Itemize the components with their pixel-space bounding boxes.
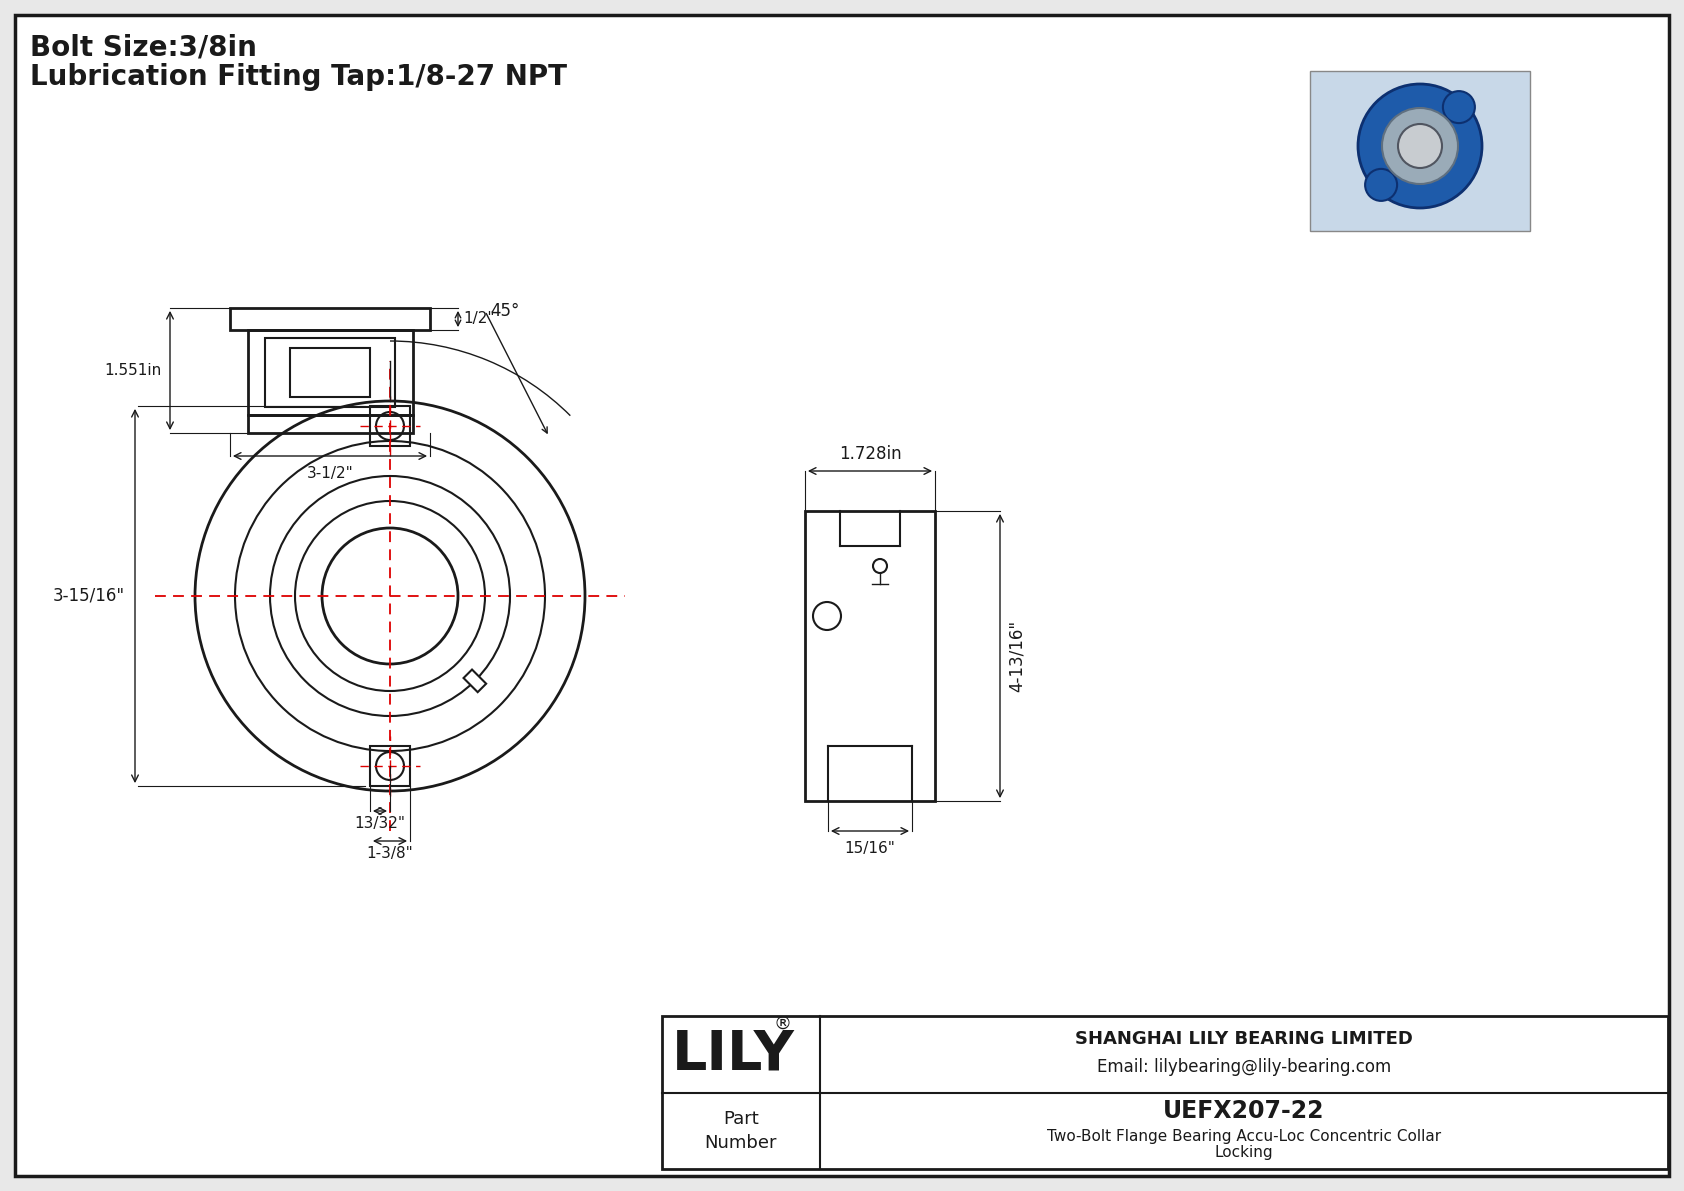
- Circle shape: [1366, 169, 1398, 201]
- Text: Two-Bolt Flange Bearing Accu-Loc Concentric Collar: Two-Bolt Flange Bearing Accu-Loc Concent…: [1047, 1129, 1442, 1143]
- Text: Email: lilybearing@lily-bearing.com: Email: lilybearing@lily-bearing.com: [1096, 1058, 1391, 1075]
- Circle shape: [1383, 108, 1458, 183]
- Circle shape: [1357, 85, 1482, 208]
- Text: SHANGHAI LILY BEARING LIMITED: SHANGHAI LILY BEARING LIMITED: [1074, 1029, 1413, 1048]
- Text: Part
Number: Part Number: [704, 1110, 778, 1153]
- Text: Locking: Locking: [1214, 1146, 1273, 1160]
- Bar: [662, 1016, 1667, 1170]
- Text: UEFX207-22: UEFX207-22: [1164, 1099, 1325, 1123]
- Bar: [805, 511, 935, 802]
- Polygon shape: [463, 669, 487, 692]
- Bar: [248, 414, 413, 434]
- Text: 1.551in: 1.551in: [104, 363, 162, 378]
- Bar: [370, 406, 409, 445]
- Text: 3-1/2": 3-1/2": [306, 466, 354, 481]
- Text: 13/32": 13/32": [355, 816, 406, 831]
- Circle shape: [1443, 91, 1475, 123]
- Text: 45°: 45°: [490, 303, 519, 320]
- Text: 3-15/16": 3-15/16": [52, 587, 125, 605]
- Text: 1.728in: 1.728in: [839, 445, 901, 463]
- Text: Bolt Size:3/8in: Bolt Size:3/8in: [30, 33, 258, 61]
- Bar: [231, 308, 429, 330]
- Bar: [264, 338, 396, 407]
- Bar: [1310, 71, 1531, 231]
- Text: ®: ®: [773, 1015, 791, 1033]
- Text: 1/2": 1/2": [463, 312, 495, 326]
- Text: 1-3/8": 1-3/8": [367, 846, 413, 861]
- Circle shape: [1398, 124, 1442, 168]
- Text: 4-13/16": 4-13/16": [1009, 621, 1026, 692]
- Bar: [248, 330, 413, 414]
- Text: Lubrication Fitting Tap:1/8-27 NPT: Lubrication Fitting Tap:1/8-27 NPT: [30, 63, 568, 91]
- Bar: [370, 746, 409, 786]
- Text: 15/16": 15/16": [845, 841, 896, 856]
- Text: LILY: LILY: [672, 1028, 795, 1081]
- Bar: [290, 348, 370, 397]
